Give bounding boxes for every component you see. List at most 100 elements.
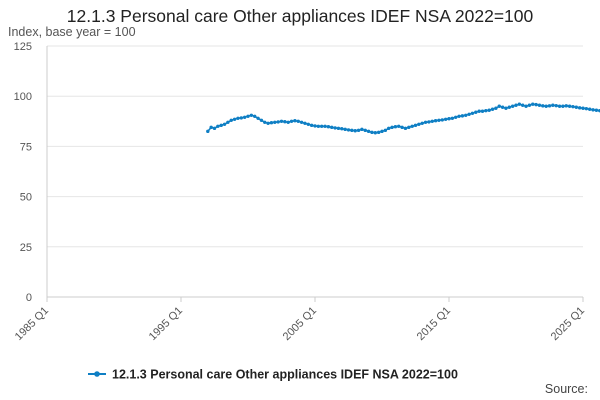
data-point[interactable] [504, 106, 508, 110]
data-point[interactable] [484, 108, 488, 113]
data-point[interactable] [403, 126, 408, 131]
data-point[interactable] [363, 128, 367, 133]
data-point[interactable] [507, 105, 511, 109]
data-point[interactable] [236, 116, 240, 120]
data-point[interactable] [323, 124, 327, 129]
data-point[interactable] [397, 124, 401, 129]
data-point[interactable] [437, 118, 441, 123]
data-point[interactable] [283, 120, 287, 124]
data-point[interactable] [591, 108, 595, 112]
data-point[interactable] [577, 106, 582, 110]
data-point[interactable] [467, 112, 471, 116]
data-point[interactable] [303, 121, 307, 126]
data-point[interactable] [239, 116, 243, 120]
data-point[interactable] [521, 103, 525, 107]
data-point[interactable] [537, 103, 542, 107]
data-point[interactable] [561, 104, 565, 108]
data-point[interactable] [554, 103, 558, 108]
data-point[interactable] [360, 127, 364, 132]
data-point[interactable] [581, 106, 585, 110]
data-point[interactable] [269, 121, 274, 125]
data-point[interactable] [594, 108, 599, 112]
data-point[interactable] [222, 122, 227, 127]
data-point[interactable] [276, 120, 280, 124]
data-point[interactable] [206, 129, 210, 134]
data-point[interactable] [376, 130, 381, 135]
data-point[interactable] [216, 124, 220, 129]
data-point[interactable] [480, 109, 485, 113]
data-point[interactable] [527, 103, 532, 107]
data-point[interactable] [524, 104, 528, 108]
data-point[interactable] [464, 113, 468, 117]
data-point[interactable] [460, 114, 465, 118]
data-point[interactable] [353, 129, 357, 133]
data-point[interactable] [320, 124, 324, 129]
data-point[interactable] [380, 129, 384, 134]
data-point[interactable] [517, 102, 522, 106]
data-point[interactable] [273, 120, 277, 125]
data-point[interactable] [494, 106, 498, 110]
data-point[interactable] [571, 104, 575, 109]
data-point[interactable] [541, 104, 545, 108]
data-point[interactable] [447, 116, 451, 121]
data-point[interactable] [407, 125, 411, 130]
data-point[interactable] [306, 122, 310, 127]
data-point[interactable] [440, 118, 444, 122]
data-point[interactable] [219, 123, 223, 128]
data-point[interactable] [350, 128, 354, 133]
data-point[interactable] [309, 123, 314, 128]
data-point[interactable] [356, 128, 361, 133]
data-point[interactable] [387, 126, 391, 131]
data-point[interactable] [400, 125, 404, 130]
data-point[interactable] [333, 126, 337, 130]
data-point[interactable] [474, 110, 478, 114]
data-point[interactable] [393, 125, 398, 129]
data-point[interactable] [253, 114, 257, 118]
data-point[interactable] [551, 103, 555, 107]
data-point[interactable] [510, 104, 515, 108]
legend-entry[interactable]: 12.1.3 Personal care Other appliances ID… [112, 368, 458, 382]
data-point[interactable] [366, 129, 371, 134]
data-point[interactable] [296, 119, 300, 124]
data-point[interactable] [567, 104, 572, 108]
data-point[interactable] [289, 119, 294, 124]
data-point[interactable] [263, 120, 267, 125]
data-point[interactable] [340, 127, 344, 131]
data-point[interactable] [564, 104, 568, 108]
data-point[interactable] [259, 118, 264, 123]
data-point[interactable] [313, 124, 317, 128]
data-point[interactable] [299, 120, 304, 125]
data-point[interactable] [470, 111, 475, 115]
data-point[interactable] [500, 105, 505, 109]
data-point[interactable] [370, 130, 374, 135]
data-point[interactable] [326, 125, 331, 129]
data-point[interactable] [457, 114, 461, 118]
data-point[interactable] [544, 104, 548, 108]
data-point[interactable] [330, 125, 334, 130]
data-point[interactable] [336, 126, 341, 131]
data-point[interactable] [423, 120, 428, 125]
data-point[interactable] [477, 109, 481, 113]
data-point[interactable] [420, 121, 424, 126]
data-point[interactable] [390, 125, 394, 130]
data-point[interactable] [584, 106, 589, 111]
data-point[interactable] [242, 115, 247, 119]
data-point[interactable] [588, 107, 592, 111]
data-point[interactable] [443, 117, 448, 121]
data-point[interactable] [497, 104, 501, 108]
data-point[interactable] [232, 117, 237, 121]
data-point[interactable] [427, 120, 431, 124]
data-point[interactable] [316, 124, 321, 129]
data-point[interactable] [531, 102, 535, 106]
data-point[interactable] [209, 125, 213, 130]
data-point[interactable] [490, 107, 495, 111]
data-point[interactable] [226, 120, 230, 125]
data-point[interactable] [246, 114, 250, 118]
data-point[interactable] [557, 104, 562, 108]
data-point[interactable] [410, 124, 414, 129]
data-point[interactable] [547, 104, 552, 108]
data-point[interactable] [383, 128, 388, 133]
data-point[interactable] [574, 105, 578, 109]
data-point[interactable] [430, 119, 434, 124]
data-point[interactable] [286, 120, 290, 125]
